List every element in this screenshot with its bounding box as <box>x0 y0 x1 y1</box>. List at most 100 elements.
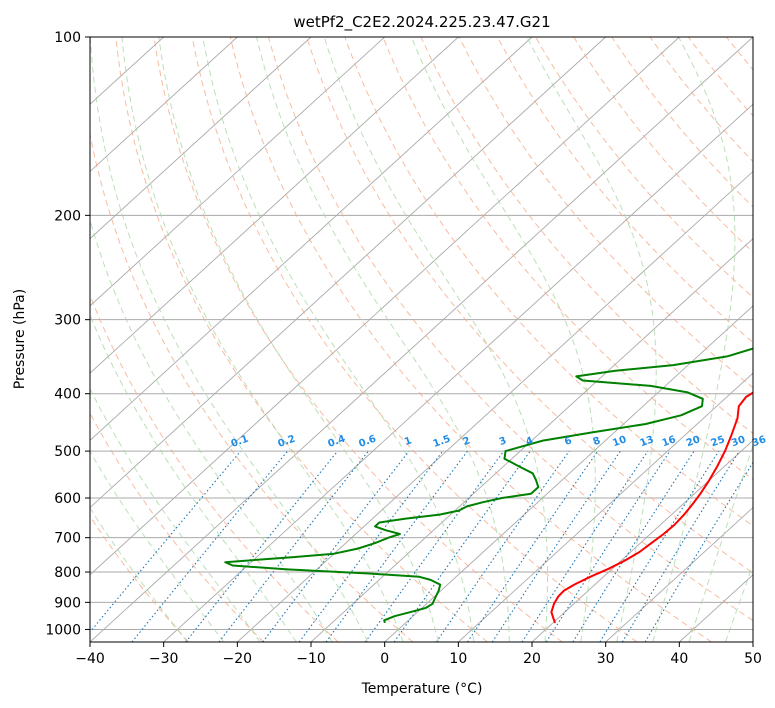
dry-adiabat-line <box>573 37 753 253</box>
y-tick-label: 300 <box>54 313 81 329</box>
mixing-ratio-label: 16 <box>661 434 678 449</box>
moist-adiabat-line <box>90 450 225 642</box>
mixing-ratio-label: 20 <box>685 434 702 449</box>
dry-adiabat-line <box>420 37 753 435</box>
mixing-ratio-label: 2 <box>462 435 472 448</box>
y-tick-label: 100 <box>54 30 81 46</box>
dewpoint-profile-line <box>224 347 753 624</box>
isotherm-line <box>310 238 753 642</box>
moist-adiabat-line <box>90 387 261 642</box>
dry-adiabat-line <box>496 37 753 344</box>
mixing-ratio-line <box>298 450 444 642</box>
mixing-ratio-line <box>262 450 410 642</box>
dry-adiabat-line <box>382 37 753 481</box>
dry-adiabat-line <box>649 37 753 163</box>
mixing-ratio-line <box>621 450 740 642</box>
x-tick-label: 30 <box>597 651 615 667</box>
mixing-ratio-label: 8 <box>592 435 602 448</box>
dry-adiabat-line <box>765 37 775 642</box>
moist-adiabat-line <box>202 37 475 642</box>
moist-adiabat-line <box>725 563 753 642</box>
dry-adiabat-line <box>90 131 414 642</box>
dry-adiabat-line <box>268 37 753 622</box>
mixing-ratio-line <box>599 450 720 642</box>
isotherm-line <box>237 170 753 642</box>
y-axis-label: Pressure (hPa) <box>12 289 28 389</box>
y-tick-label: 400 <box>54 387 81 403</box>
mixing-ratio-label: 36 <box>751 434 768 449</box>
mixing-ratio-line <box>364 450 505 642</box>
mixing-ratio-line <box>90 450 242 633</box>
mixing-ratio-label: 6 <box>563 435 573 448</box>
x-tick-label: 0 <box>380 651 389 667</box>
isotherm-line <box>90 37 680 576</box>
mixing-ratio-label: 0.1 <box>230 434 250 450</box>
mixing-ratio-label: 3 <box>498 435 508 448</box>
temperature-profile-line <box>550 391 753 624</box>
dry-adiabat-line <box>611 37 753 208</box>
y-tick-label: 800 <box>54 565 81 581</box>
mixing-ratio-line <box>325 450 468 642</box>
dry-adiabat-line <box>687 37 753 117</box>
y-tick-label: 200 <box>54 208 81 224</box>
mixing-ratio-label: 30 <box>730 434 747 449</box>
dry-adiabat-line <box>191 37 638 642</box>
mixing-ratio-line <box>393 450 531 642</box>
isotherm-line <box>163 103 753 642</box>
mixing-ratio-label: 0.6 <box>357 434 377 450</box>
x-tick-label: −40 <box>75 651 105 667</box>
moist-adiabat-line <box>256 37 510 642</box>
mixing-ratio-line <box>545 450 671 642</box>
dry-adiabat-line <box>726 37 753 71</box>
x-tick-label: 50 <box>744 651 762 667</box>
x-tick-label: −30 <box>149 651 179 667</box>
isotherm-line <box>531 439 753 642</box>
x-tick-label: −20 <box>223 651 253 667</box>
profile-lines <box>224 347 753 624</box>
mixing-ratio-line <box>467 450 599 642</box>
background-lines <box>90 37 775 642</box>
isotherm-line <box>90 37 606 509</box>
dry-adiabat-line <box>90 293 339 642</box>
mixing-ratio-line <box>218 450 369 642</box>
moist-adiabat-line <box>688 443 753 642</box>
axes: −40 −30 −20 −10 0 10 20 30 40 5010020030040050060… <box>45 30 762 667</box>
mixing-ratio-line <box>131 450 289 642</box>
moist-adiabat-line <box>411 37 596 642</box>
y-tick-label: 1000 <box>45 622 81 638</box>
isotherm-line <box>90 37 459 374</box>
chart-title: wetPf2_C2E2.2024.225.23.47.G21 <box>293 13 550 32</box>
isotherm-line <box>90 37 533 441</box>
isotherm-line <box>90 37 385 307</box>
mixing-ratio-label: 0.2 <box>277 434 297 450</box>
isotherm-line <box>90 37 753 642</box>
isotherm-line <box>752 641 753 642</box>
y-tick-label: 600 <box>54 491 81 507</box>
x-axis-label: Temperature (°C) <box>361 681 483 697</box>
mixing-ratio-label: 10 <box>611 434 628 449</box>
isotherm-line <box>90 37 238 173</box>
dry-adiabat-line <box>229 37 712 642</box>
moist-adiabat-line <box>121 37 404 642</box>
moist-adiabat-line <box>652 37 736 642</box>
isotherm-line <box>605 506 753 642</box>
x-tick-label: 20 <box>523 651 541 667</box>
mixing-ratio-line <box>521 450 649 642</box>
mixing-ratio-label: 13 <box>639 434 656 449</box>
mixing-ratio-line <box>491 450 621 642</box>
y-tick-label: 700 <box>54 531 81 547</box>
moist-adiabat-line <box>158 37 439 642</box>
moist-adiabat-line <box>90 218 333 642</box>
moist-adiabat-line <box>90 313 297 642</box>
moist-adiabat-line <box>90 507 188 642</box>
dry-adiabat-line <box>306 37 753 574</box>
isotherm-line <box>458 372 753 642</box>
mixing-ratio-line <box>185 450 339 642</box>
x-tick-label: −10 <box>296 651 326 667</box>
isotherm-line <box>90 37 312 240</box>
dry-adiabat-line <box>90 412 264 642</box>
moist-adiabat-line <box>90 37 369 642</box>
y-tick-label: 900 <box>54 595 81 611</box>
mixing-ratio-label: 25 <box>710 434 727 449</box>
isotherm-line <box>384 305 753 642</box>
